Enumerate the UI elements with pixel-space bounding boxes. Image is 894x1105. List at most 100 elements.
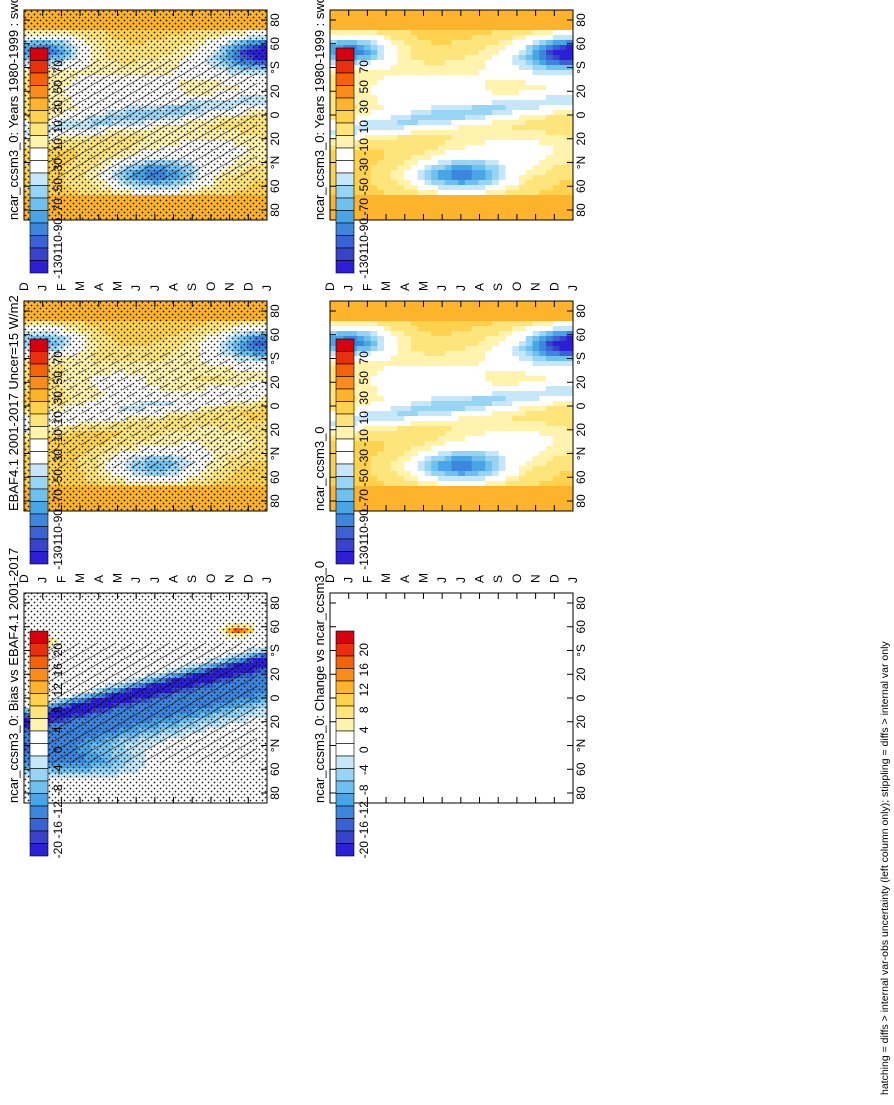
heatmap-cell bbox=[458, 144, 466, 150]
colorbar-swatch bbox=[335, 197, 355, 211]
heatmap-cell bbox=[478, 199, 486, 205]
heatmap-cell bbox=[357, 69, 365, 75]
heatmap-cell bbox=[492, 159, 500, 165]
heatmap-cell bbox=[471, 124, 479, 130]
heatmap-cell bbox=[465, 69, 473, 75]
heatmap-cell bbox=[357, 59, 365, 65]
heatmap-cell bbox=[330, 114, 338, 120]
heatmap-cell bbox=[458, 124, 466, 130]
heatmap-cell bbox=[458, 119, 466, 125]
month-label: O bbox=[204, 282, 218, 291]
heatmap-cell bbox=[390, 39, 398, 45]
heatmap-cell bbox=[478, 114, 486, 120]
colorbar-swatch bbox=[29, 388, 49, 402]
heatmap-cell bbox=[377, 179, 385, 185]
heatmap-cell bbox=[512, 144, 520, 150]
heatmap-cell bbox=[444, 490, 452, 496]
heatmap-cell bbox=[546, 74, 554, 80]
heatmap-cell bbox=[377, 74, 385, 80]
heatmap-cell bbox=[370, 14, 378, 20]
colorbar-swatch bbox=[335, 222, 355, 236]
heatmap-cell bbox=[492, 144, 500, 150]
heatmap-cell bbox=[451, 174, 459, 180]
heatmap-cell bbox=[404, 24, 412, 30]
heatmap-cell bbox=[566, 99, 574, 105]
heatmap-cell bbox=[424, 124, 432, 130]
heatmap-cell bbox=[384, 149, 392, 155]
heatmap-cell bbox=[424, 44, 432, 50]
heatmap-cell bbox=[566, 144, 574, 150]
heatmap-cell bbox=[438, 19, 446, 25]
heatmap-cell bbox=[384, 29, 392, 35]
heatmap-cell bbox=[384, 500, 392, 506]
heatmap-cell bbox=[363, 84, 371, 90]
heatmap-cell bbox=[532, 24, 540, 30]
heatmap-cell bbox=[397, 129, 405, 135]
panel-title: ncar_ccsm3_0: Years 1980-1999 : swcftoa … bbox=[311, 0, 327, 220]
heatmap-cell bbox=[546, 104, 554, 110]
month-label: F bbox=[54, 284, 68, 291]
heatmap-cell bbox=[525, 79, 533, 85]
heatmap-cell bbox=[525, 119, 533, 125]
heatmap-cell bbox=[512, 189, 520, 195]
heatmap-cell bbox=[525, 169, 533, 175]
colorbar-label: -10 bbox=[51, 138, 65, 156]
colorbar-swatch bbox=[335, 210, 355, 224]
heatmap-cell bbox=[559, 189, 567, 195]
heatmap-cell bbox=[525, 129, 533, 135]
heatmap-cell bbox=[411, 44, 419, 50]
heatmap-cell bbox=[458, 89, 466, 95]
heatmap-cell bbox=[539, 9, 547, 15]
colorbar-label: -50 bbox=[51, 469, 65, 487]
heatmap-cell bbox=[330, 29, 338, 35]
heatmap-cell bbox=[471, 505, 479, 511]
heatmap-cell bbox=[566, 149, 574, 155]
heatmap-cell bbox=[471, 204, 479, 210]
heatmap-cell bbox=[532, 69, 540, 75]
heatmap-cell bbox=[370, 149, 378, 155]
heatmap-cell bbox=[566, 139, 574, 145]
heatmap-cell bbox=[384, 159, 392, 165]
heatmap-cell bbox=[485, 34, 493, 40]
heatmap-cell bbox=[330, 74, 338, 80]
heatmap-cell bbox=[471, 39, 479, 45]
heatmap-cell bbox=[559, 139, 567, 145]
colorbar-swatch bbox=[335, 47, 355, 61]
colorbar-label: -70 bbox=[357, 198, 371, 216]
heatmap-cell bbox=[330, 144, 338, 150]
heatmap-cell bbox=[492, 24, 500, 30]
heatmap-cell bbox=[330, 189, 338, 195]
heatmap-cell bbox=[512, 169, 520, 175]
heatmap-cell bbox=[370, 164, 378, 170]
colorbar-label: 50 bbox=[357, 80, 371, 94]
heatmap-cell bbox=[444, 505, 452, 511]
heatmap-cell bbox=[478, 209, 486, 215]
heatmap-cell bbox=[546, 124, 554, 130]
heatmap-cell bbox=[438, 154, 446, 160]
heatmap-cell bbox=[559, 194, 567, 200]
month-label: J bbox=[36, 285, 50, 291]
heatmap-cell bbox=[478, 24, 486, 30]
colorbar-swatch bbox=[29, 197, 49, 211]
heatmap-cell bbox=[525, 139, 533, 145]
heatmap-cell bbox=[458, 79, 466, 85]
heatmap-cell bbox=[377, 79, 385, 85]
heatmap-cell bbox=[532, 174, 540, 180]
heatmap-cell bbox=[451, 29, 459, 35]
heatmap-cell bbox=[384, 19, 392, 25]
heatmap-cell bbox=[471, 14, 479, 20]
heatmap-cell bbox=[363, 194, 371, 200]
heatmap-cell bbox=[525, 159, 533, 165]
heatmap-cell bbox=[363, 39, 371, 45]
heatmap-cell bbox=[404, 129, 412, 135]
heatmap-cell bbox=[546, 179, 554, 185]
heatmap-cell bbox=[411, 34, 419, 40]
heatmap-cell bbox=[451, 184, 459, 190]
heatmap-cell bbox=[532, 104, 540, 110]
heatmap-cell bbox=[566, 184, 574, 190]
heatmap-cell bbox=[330, 204, 338, 210]
heatmap-cell bbox=[458, 9, 466, 15]
heatmap-cell bbox=[505, 194, 513, 200]
colorbar-swatch bbox=[29, 413, 49, 427]
heatmap-cell bbox=[397, 184, 405, 190]
